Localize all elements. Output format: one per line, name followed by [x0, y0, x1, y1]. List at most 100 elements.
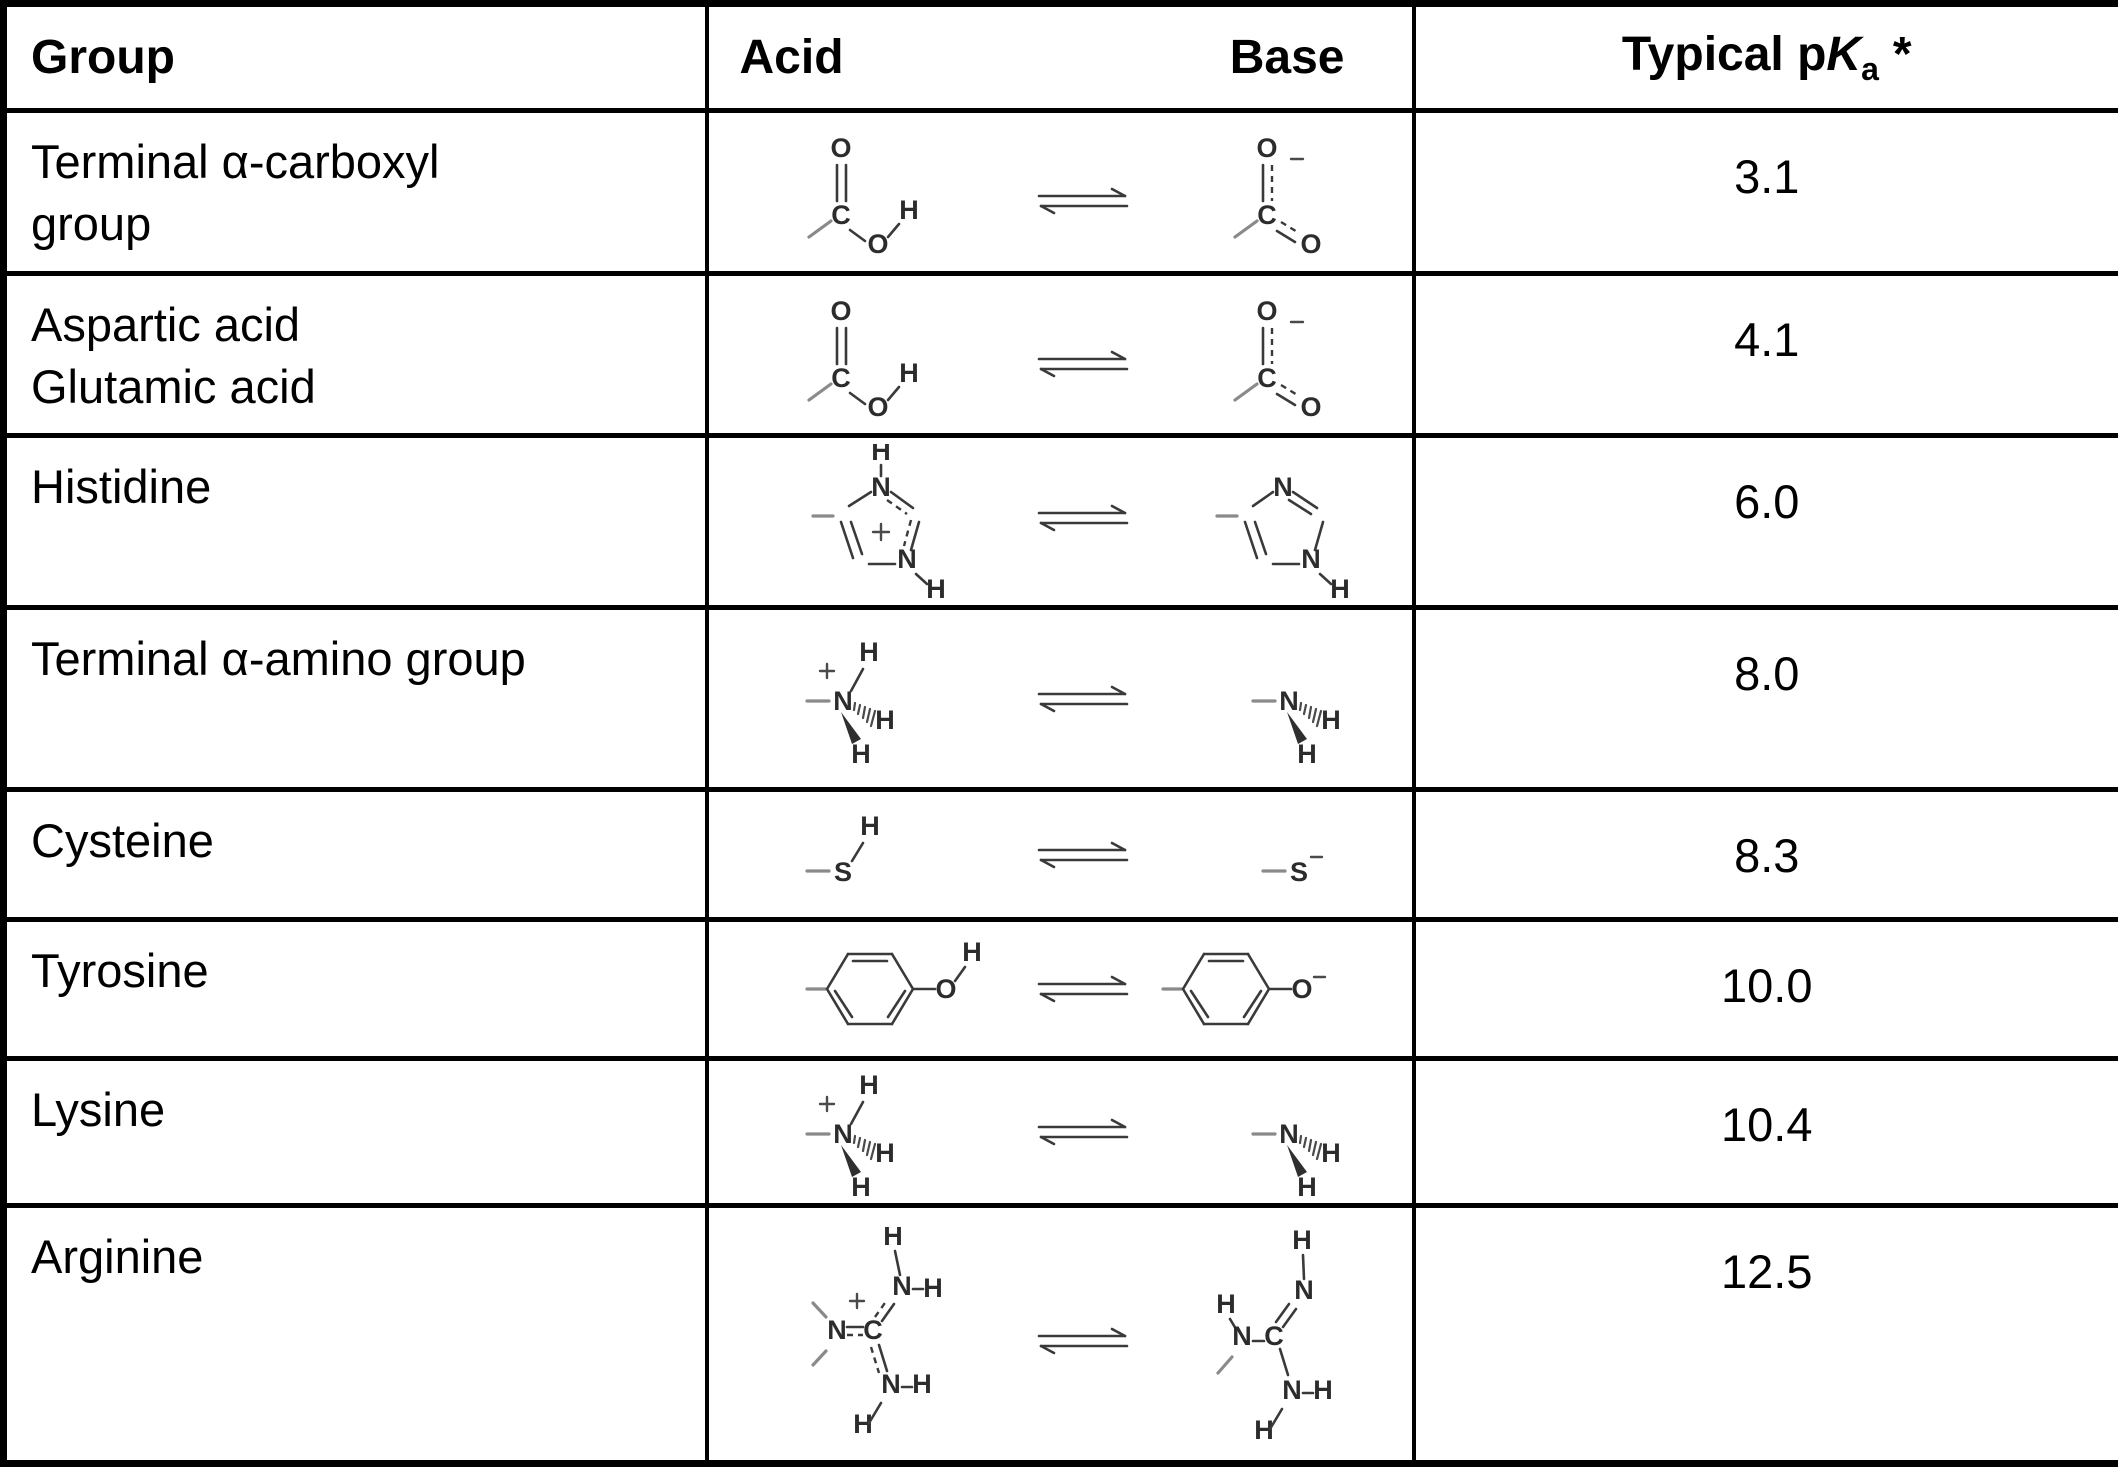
- svg-text:N: N: [1279, 686, 1299, 716]
- pka-cell: 8.0: [1414, 608, 2118, 790]
- svg-text:H: H: [962, 937, 982, 967]
- table-row: Tyrosine O H: [4, 920, 2118, 1059]
- svg-text:H: H: [851, 739, 871, 769]
- amine-structure: N H H: [1251, 629, 1361, 769]
- pka-cell: 12.5: [1414, 1206, 2118, 1464]
- svg-text:C: C: [863, 1315, 883, 1345]
- reaction-cell: O H O: [707, 920, 1414, 1059]
- column-header-pka: Typical pKa *: [1414, 4, 2118, 111]
- amine-structure: N H H: [1251, 1062, 1361, 1202]
- equilibrium-arrow-icon: [1035, 348, 1131, 380]
- svg-text:H: H: [875, 705, 895, 735]
- group-cell: Terminal α-amino group: [4, 608, 707, 790]
- equilibrium-arrow-icon: [1035, 683, 1131, 715]
- svg-text:H: H: [899, 358, 919, 388]
- svg-text:O: O: [1291, 974, 1312, 1004]
- svg-text:O: O: [1300, 392, 1321, 418]
- svg-text:H: H: [926, 574, 946, 600]
- column-header-acid-base: Acid Base: [707, 4, 1414, 111]
- reaction-cell: H N N H: [707, 436, 1414, 608]
- svg-text:S: S: [833, 857, 851, 887]
- group-cell: Arginine: [4, 1206, 707, 1464]
- svg-text:H: H: [1297, 1172, 1317, 1202]
- reaction-cell: O C O H O C: [707, 111, 1414, 274]
- svg-text:N: N: [897, 544, 917, 574]
- svg-text:N: N: [827, 1315, 847, 1345]
- imidazole-structure: N N H: [1211, 444, 1361, 600]
- equilibrium-arrow-icon: [1035, 973, 1131, 1005]
- svg-text:N: N: [881, 1369, 901, 1399]
- pka-header-prefix: Typical p: [1622, 28, 1827, 81]
- group-cell: Lysine: [4, 1059, 707, 1206]
- svg-text:N: N: [1279, 1119, 1299, 1149]
- group-cell: Histidine: [4, 436, 707, 608]
- equilibrium-arrow-icon: [1035, 502, 1131, 534]
- table-row: Histidine H N N H: [4, 436, 2118, 608]
- pka-cell: 8.3: [1414, 790, 2118, 920]
- svg-text:N: N: [1273, 472, 1293, 502]
- column-header-acid: Acid: [740, 30, 844, 85]
- svg-text:H: H: [1321, 1138, 1341, 1168]
- carboxylic-acid-structure: O C O H: [805, 129, 935, 255]
- svg-text:O: O: [867, 392, 888, 418]
- table-row: Cysteine S H S 8.: [4, 790, 2118, 920]
- pka-header-asterisk: *: [1893, 28, 1912, 81]
- svg-text:C: C: [1264, 1321, 1284, 1351]
- reaction-cell: S H S: [707, 790, 1414, 920]
- svg-text:H: H: [1321, 705, 1341, 735]
- svg-text:O: O: [867, 229, 888, 255]
- equilibrium-arrow-icon: [1035, 1116, 1131, 1148]
- reaction-cell: N H H H N: [707, 1059, 1414, 1206]
- svg-text:C: C: [831, 200, 851, 230]
- equilibrium-arrow-icon: [1035, 839, 1131, 871]
- svg-text:N: N: [1301, 544, 1321, 574]
- carboxylate-structure: O C O: [1231, 292, 1361, 418]
- table-row: Terminal α-amino group N H H H: [4, 608, 2118, 790]
- svg-text:H: H: [883, 1227, 903, 1251]
- svg-text:O: O: [830, 296, 851, 326]
- reaction-cell: O C O H O C: [707, 274, 1414, 436]
- svg-text:H: H: [859, 637, 879, 667]
- thiolate-structure: S: [1261, 811, 1361, 899]
- pka-header-k: K: [1826, 28, 1861, 81]
- column-header-base: Base: [1230, 30, 1345, 85]
- pka-cell: 10.0: [1414, 920, 2118, 1059]
- group-cell: Terminal α-carboxyl group: [4, 111, 707, 274]
- svg-text:N: N: [892, 1271, 912, 1301]
- svg-text:H: H: [1292, 1227, 1312, 1255]
- ammonium-structure: N H H H: [805, 629, 915, 769]
- svg-text:H: H: [860, 811, 880, 841]
- svg-text:H: H: [1330, 574, 1350, 600]
- svg-text:C: C: [1257, 200, 1277, 230]
- svg-text:H: H: [859, 1070, 879, 1100]
- pka-header-subscript: a: [1861, 51, 1879, 87]
- reaction-cell: N H H H N: [707, 608, 1414, 790]
- svg-text:O: O: [1300, 229, 1321, 255]
- svg-text:N: N: [1232, 1321, 1252, 1351]
- svg-text:H: H: [899, 195, 919, 225]
- reaction-cell: N C N H H N H H: [707, 1206, 1414, 1464]
- table-row: Terminal α-carboxyl group O C O H: [4, 111, 2118, 274]
- phenolate-structure: O: [1161, 937, 1361, 1041]
- table-row: Lysine N H H H: [4, 1059, 2118, 1206]
- thiol-structure: S H: [805, 811, 905, 899]
- svg-text:O: O: [1256, 133, 1277, 163]
- svg-text:H: H: [871, 444, 891, 466]
- pka-cell: 4.1: [1414, 274, 2118, 436]
- pka-cell: 10.4: [1414, 1059, 2118, 1206]
- svg-text:S: S: [1289, 857, 1307, 887]
- svg-text:O: O: [1256, 296, 1277, 326]
- svg-text:H: H: [1313, 1375, 1333, 1405]
- table-row: Arginine N C N H H N: [4, 1206, 2118, 1464]
- svg-text:O: O: [830, 133, 851, 163]
- carboxylic-acid-structure: O C O H: [805, 292, 935, 418]
- svg-text:O: O: [935, 974, 956, 1004]
- column-header-group: Group: [4, 4, 707, 111]
- ammonium-structure: N H H H: [805, 1062, 915, 1202]
- equilibrium-arrow-icon: [1035, 185, 1131, 217]
- svg-text:C: C: [831, 363, 851, 393]
- pka-cell: 3.1: [1414, 111, 2118, 274]
- svg-text:N: N: [1282, 1375, 1302, 1405]
- guanidinium-structure: N C N H H N H H: [805, 1227, 970, 1441]
- phenol-structure: O H: [805, 937, 1005, 1041]
